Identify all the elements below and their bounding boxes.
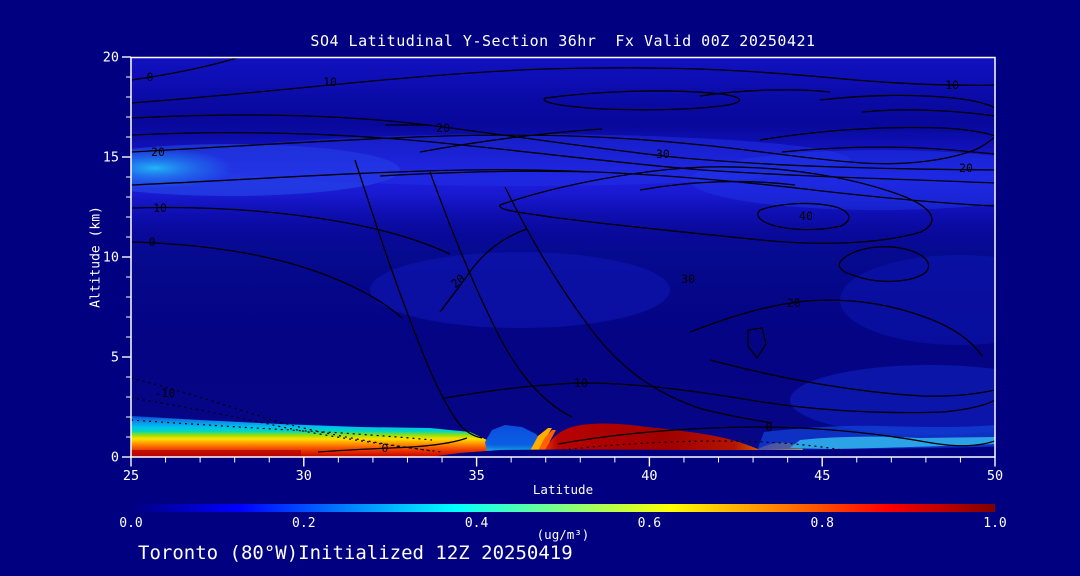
chart-title: SO4 Latitudinal Y-Section 36hr Fx Valid … [310,32,816,50]
surface-max-blob [545,423,758,451]
clean-dip [485,425,545,452]
contour-label: 20 [436,121,450,135]
y-tick-label: 5 [111,350,119,366]
filled-contour-field [131,57,995,457]
x-tick-label: 35 [468,468,484,484]
contour-label: 30 [656,147,670,161]
contour-label: 0 [382,441,389,455]
x-axis-ticks: 25 30 35 40 45 50 [123,457,1003,484]
x-axis-label: Latitude [532,482,594,497]
y-axis-ticks: 0 5 10 15 20 [103,50,131,466]
colorbar-tick-label: 1.0 [983,516,1006,531]
field-band [190,134,850,186]
contour-label: 0 [147,70,154,84]
colorbar-tick-label: 0.6 [638,516,661,531]
contour-label: 10 [153,201,167,215]
colorbar-tick-label: 0.0 [119,516,142,531]
colorbar-tick-label: 0.8 [810,516,833,531]
contour-label: 20 [959,161,973,175]
contour-label: 20 [787,296,801,310]
contour-label: 40 [799,209,813,223]
terrain-mask [430,446,995,457]
colorbar-tick-label: 0.4 [465,516,489,531]
y-tick-label: 0 [111,450,119,466]
colorbar-tick-labels: 0.0 0.2 0.4 0.6 0.8 1.0 [119,516,1006,531]
x-tick-label: 30 [296,468,312,484]
fringe-left-yellow [530,428,552,451]
footer-run-info: Toronto (80°W)Initialized 12Z 20250419 [138,542,573,564]
field-patch [840,255,995,345]
colorbar [131,504,995,512]
contour-label: 10 [945,78,959,92]
y-tick-label: 15 [103,150,119,166]
right-cyan-strip [790,436,995,449]
contour-label: 10 [323,75,337,89]
boundary-layer-deepred [131,450,301,457]
field-patch [790,365,995,435]
field-patch [370,252,670,328]
x-tick-label: 45 [814,468,830,484]
contour-label: 30 [681,272,695,286]
x-tick-label: 50 [987,468,1003,484]
x-tick-label: 25 [123,468,139,484]
fringe-left-orange [538,430,556,451]
field-band [690,150,995,210]
contour-lines [131,57,995,453]
contour-label: -10 [154,386,175,400]
contour-lines-negative [131,377,843,453]
contour-label: 0 [766,420,773,434]
colorbar-tick-label: 0.2 [292,516,315,531]
colorbar-unit: (ug/m³) [536,527,590,542]
contour-label: 10 [574,376,588,390]
x-tick-label: 40 [641,468,657,484]
cyan-patch [131,148,233,188]
contour-label: 20 [151,145,165,159]
contour-label: 0 [149,235,156,249]
y-tick-label: 20 [103,50,119,66]
y-tick-label: 10 [103,250,119,266]
